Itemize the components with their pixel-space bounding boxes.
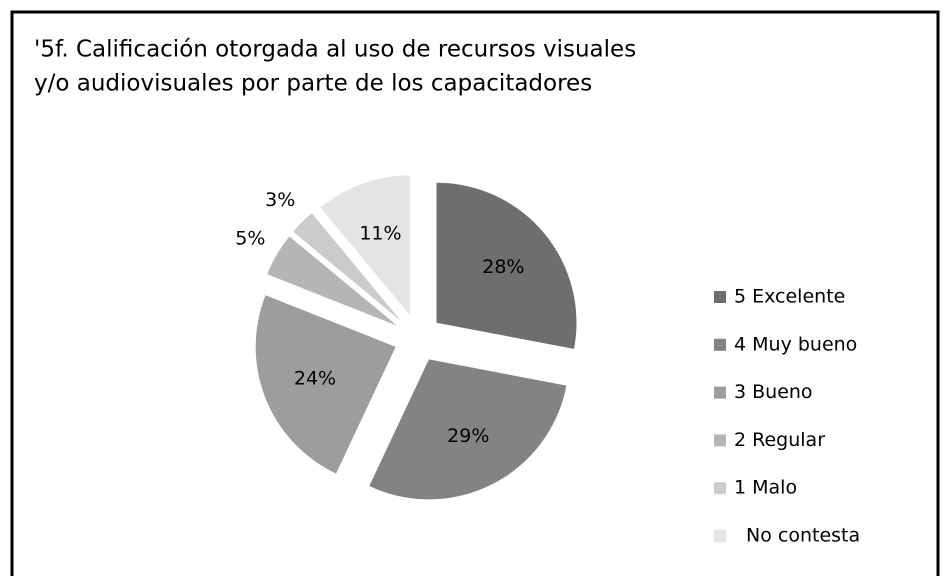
legend-label: 5 Excelente: [734, 286, 845, 308]
pie-slice: [436, 182, 577, 349]
legend-swatch: [714, 338, 726, 351]
legend-swatch: [714, 530, 726, 542]
legend-swatch: [714, 386, 726, 399]
frame: [10, 10, 940, 576]
legend-swatch: [714, 434, 726, 447]
legend-label: 2 Regular: [734, 429, 825, 451]
pie-slice: [320, 175, 410, 316]
pie-slice: [293, 213, 402, 322]
legend-swatch: [714, 291, 726, 303]
data-label: 24%: [294, 367, 336, 389]
data-label: 3%: [265, 189, 295, 211]
pie-slice: [369, 359, 567, 500]
legend-label: 4 Muy bueno: [734, 333, 857, 355]
data-label: 29%: [447, 425, 489, 447]
data-label: 11%: [359, 222, 401, 244]
legend-label: 1 Malo: [734, 477, 797, 499]
legend-swatch: [714, 482, 726, 495]
legend-label: No contesta: [746, 525, 860, 547]
data-label: 5%: [235, 227, 265, 249]
pie-slice: [255, 295, 396, 474]
chart-title: y/o audiovisuales por parte de los capac…: [34, 71, 592, 97]
chart-title: '5f. Calificación otorgada al uso de rec…: [34, 37, 636, 63]
data-label: 28%: [482, 256, 524, 278]
legend-label: 3 Bueno: [734, 381, 813, 403]
pie-slice: [267, 236, 398, 326]
